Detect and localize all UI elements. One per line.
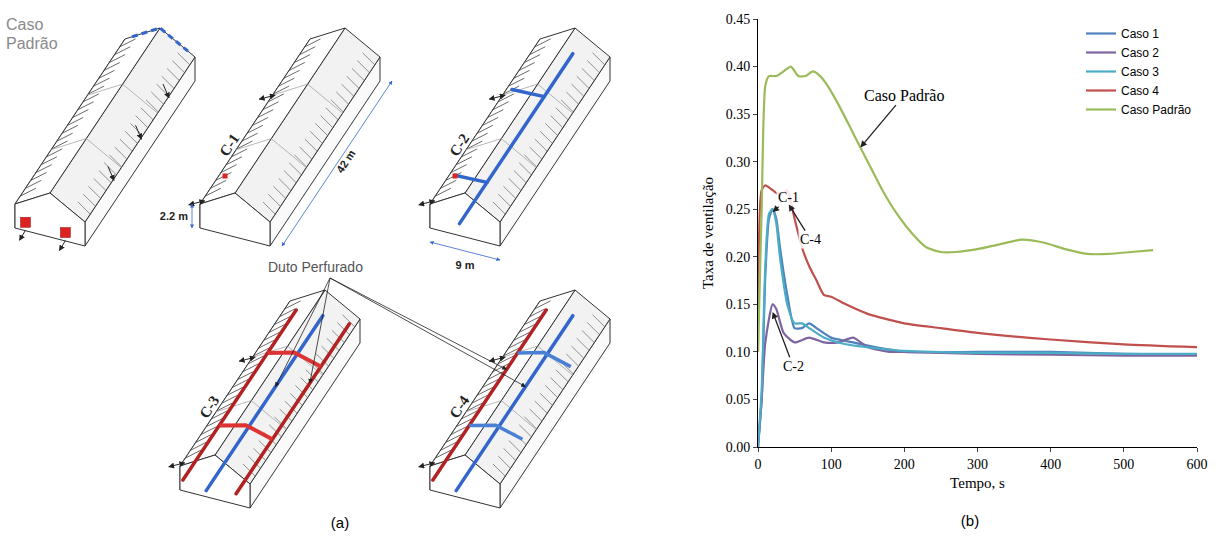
svg-text:CasoPadrão: CasoPadrão <box>6 16 58 52</box>
svg-text:0.40: 0.40 <box>726 59 751 74</box>
svg-text:Caso Padrão: Caso Padrão <box>864 87 944 104</box>
svg-text:Duto Perfurado: Duto Perfurado <box>268 259 363 275</box>
svg-text:2.2 m: 2.2 m <box>160 210 188 222</box>
svg-text:C-4: C-4 <box>800 232 821 247</box>
svg-text:0.15: 0.15 <box>726 297 751 312</box>
svg-text:0.45: 0.45 <box>726 12 751 27</box>
svg-text:0.25: 0.25 <box>726 202 751 217</box>
svg-text:Caso 2: Caso 2 <box>1121 46 1159 60</box>
svg-text:C-2: C-2 <box>783 359 804 374</box>
svg-text:Tempo, s: Tempo, s <box>950 475 1005 491</box>
svg-text:Taxa de ventilação: Taxa de ventilação <box>700 177 716 289</box>
svg-text:0: 0 <box>755 457 762 472</box>
svg-text:C-2: C-2 <box>446 131 472 159</box>
svg-text:0.35: 0.35 <box>726 107 751 122</box>
svg-text:C-1: C-1 <box>778 190 799 205</box>
svg-text:42 m: 42 m <box>334 147 358 175</box>
svg-text:Caso 1: Caso 1 <box>1121 27 1159 41</box>
svg-text:600: 600 <box>1187 457 1208 472</box>
svg-text:(a): (a) <box>331 514 349 531</box>
svg-text:9 m: 9 m <box>456 259 475 271</box>
svg-text:(b): (b) <box>961 512 979 529</box>
svg-text:100: 100 <box>821 457 842 472</box>
svg-text:0.20: 0.20 <box>726 250 751 265</box>
svg-text:C-1: C-1 <box>216 131 242 159</box>
svg-text:0.30: 0.30 <box>726 155 751 170</box>
svg-text:200: 200 <box>894 457 915 472</box>
svg-text:300: 300 <box>967 457 988 472</box>
svg-text:Caso 3: Caso 3 <box>1121 65 1159 79</box>
svg-text:C-4: C-4 <box>446 392 473 421</box>
svg-text:Caso 4: Caso 4 <box>1121 84 1159 98</box>
svg-text:400: 400 <box>1040 457 1061 472</box>
svg-text:0.10: 0.10 <box>726 345 751 360</box>
svg-text:Caso Padrão: Caso Padrão <box>1121 103 1191 117</box>
svg-text:C-3: C-3 <box>196 393 222 421</box>
svg-text:0.05: 0.05 <box>726 392 751 407</box>
svg-text:0.00: 0.00 <box>726 440 751 455</box>
svg-text:500: 500 <box>1113 457 1134 472</box>
